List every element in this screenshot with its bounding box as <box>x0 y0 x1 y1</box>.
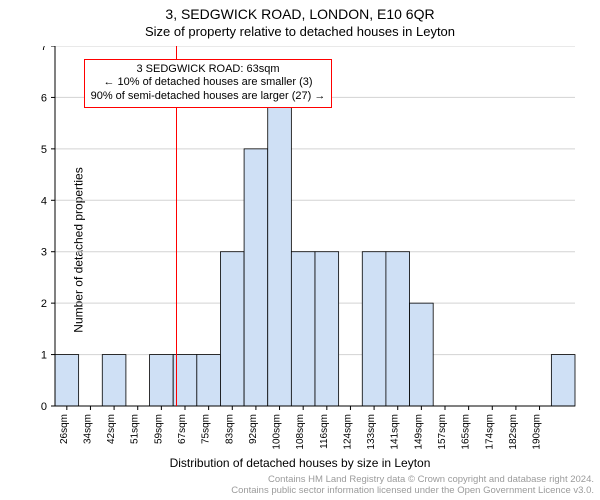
svg-text:83sqm: 83sqm <box>224 414 235 444</box>
svg-text:5: 5 <box>41 144 47 156</box>
svg-text:34sqm: 34sqm <box>82 414 93 444</box>
svg-text:108sqm: 108sqm <box>295 414 306 450</box>
svg-text:165sqm: 165sqm <box>461 414 472 450</box>
svg-text:59sqm: 59sqm <box>153 414 164 444</box>
svg-text:174sqm: 174sqm <box>484 414 495 450</box>
svg-text:51sqm: 51sqm <box>130 414 141 444</box>
footer-line-2: Contains public sector information licen… <box>6 485 594 496</box>
svg-text:7: 7 <box>41 46 47 53</box>
footer-line-1: Contains HM Land Registry data © Crown c… <box>6 474 594 485</box>
svg-text:157sqm: 157sqm <box>437 414 448 450</box>
svg-text:26sqm: 26sqm <box>59 414 70 444</box>
svg-text:190sqm: 190sqm <box>532 414 543 450</box>
svg-text:1: 1 <box>41 350 47 362</box>
svg-text:182sqm: 182sqm <box>508 414 519 450</box>
main-title: 3, SEDGWICK ROAD, LONDON, E10 6QR <box>0 6 600 22</box>
svg-text:42sqm: 42sqm <box>106 414 117 444</box>
svg-text:6: 6 <box>41 92 47 104</box>
subtitle: Size of property relative to detached ho… <box>0 24 600 39</box>
svg-text:116sqm: 116sqm <box>319 414 330 449</box>
svg-text:75sqm: 75sqm <box>201 414 212 444</box>
svg-text:149sqm: 149sqm <box>413 414 424 450</box>
svg-text:141sqm: 141sqm <box>390 414 401 450</box>
annotation-box: 3 SEDGWICK ROAD: 63sqm← 10% of detached … <box>84 59 333 108</box>
svg-text:124sqm: 124sqm <box>342 414 353 450</box>
svg-text:133sqm: 133sqm <box>366 414 377 450</box>
svg-text:0: 0 <box>41 401 47 413</box>
footer-credits: Contains HM Land Registry data © Crown c… <box>0 470 600 500</box>
svg-text:3: 3 <box>41 247 47 259</box>
svg-text:2: 2 <box>41 298 47 310</box>
histogram-chart: 0 1 2 3 4 5 6 7 26sqm 34sqm 42sqm 51sqm 59sqm 67sqm 75… <box>15 46 585 466</box>
svg-text:92sqm: 92sqm <box>248 414 259 444</box>
svg-text:100sqm: 100sqm <box>272 414 283 450</box>
svg-text:67sqm: 67sqm <box>177 414 188 444</box>
svg-text:4: 4 <box>41 195 47 207</box>
